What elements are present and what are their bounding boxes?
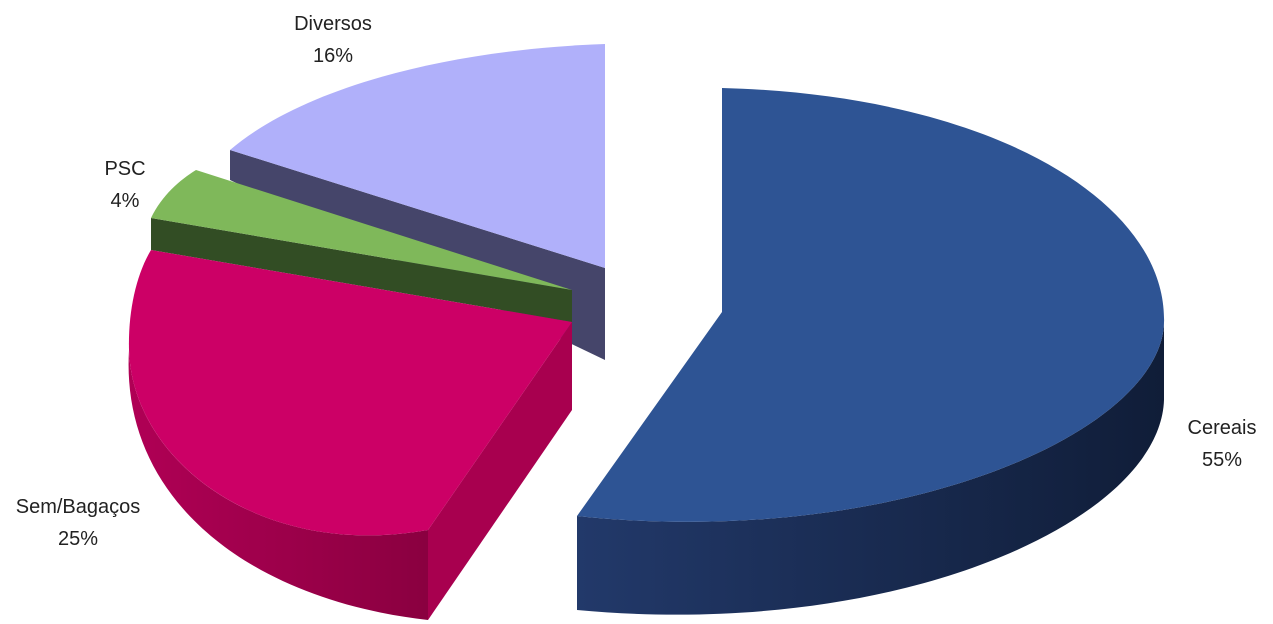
slice-sem-bagacos-top [128, 250, 572, 536]
label-cereais-value: 55% [1202, 449, 1242, 471]
slice-sem-bagacos-side [128, 350, 428, 620]
slice-cereais-top [577, 88, 1165, 522]
slice-psc-side [151, 218, 572, 322]
slice-sem-bagacos [128, 250, 572, 620]
label-sem-bagacos-name: Sem/Bagaços [16, 496, 141, 518]
slice-diversos-top [230, 44, 605, 268]
label-psc-value: 4% [111, 190, 140, 212]
label-psc-name: PSC [104, 158, 145, 180]
slice-psc [151, 170, 572, 322]
label-diversos-name: Diversos [294, 13, 372, 35]
slice-cereais [577, 88, 1165, 615]
label-diversos-value: 16% [313, 45, 353, 67]
label-sem-bagacos-value: 25% [58, 528, 98, 550]
label-cereais-name: Cereais [1188, 417, 1257, 439]
slice-sem-bagacos-cut [428, 322, 572, 620]
slice-psc-top [151, 170, 572, 290]
slice-cereais-side [577, 318, 1165, 615]
